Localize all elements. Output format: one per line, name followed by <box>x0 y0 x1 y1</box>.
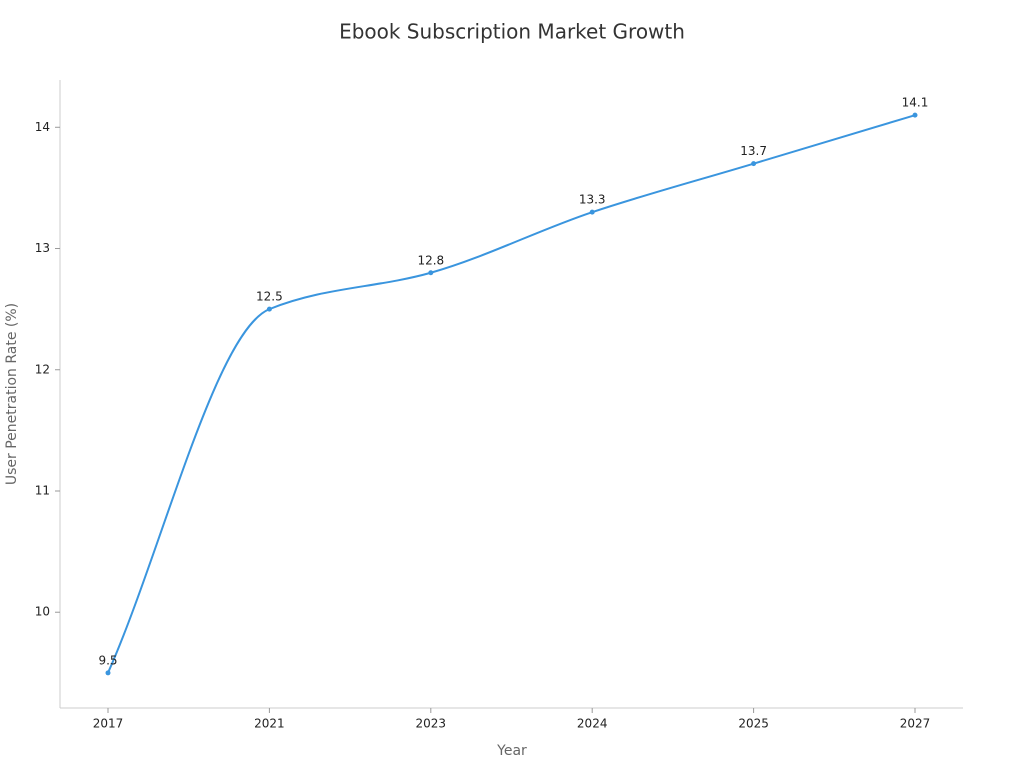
value-label: 14.1 <box>902 96 929 110</box>
x-tick-label: 2023 <box>416 717 447 731</box>
x-tick-label: 2024 <box>577 717 608 731</box>
value-label: 13.7 <box>740 144 767 158</box>
value-label: 12.8 <box>417 253 444 267</box>
value-label: 12.5 <box>256 290 283 304</box>
chart-title: Ebook Subscription Market Growth <box>339 20 685 44</box>
line <box>107 114 916 674</box>
point <box>428 270 434 276</box>
point <box>105 670 111 676</box>
y-tick-label: 11 <box>35 483 50 497</box>
value-label: 9.5 <box>98 653 117 667</box>
value-label: 13.3 <box>579 193 606 207</box>
point <box>589 209 595 215</box>
y-tick-label: 14 <box>35 120 50 134</box>
y-tick-label: 12 <box>35 362 50 376</box>
x-tick-label: 2021 <box>254 717 285 731</box>
x-tick-label: 2027 <box>900 717 931 731</box>
y-tick-label: 10 <box>35 605 50 619</box>
x-axis-title: Year <box>496 743 527 759</box>
y-tick-label: 13 <box>35 241 50 255</box>
point <box>751 161 757 167</box>
x-tick-label: 2017 <box>93 717 124 731</box>
y-axis-title: User Penetration Rate (%) <box>4 303 20 485</box>
x-tick-label: 2025 <box>738 717 769 731</box>
point <box>266 306 272 312</box>
point <box>912 112 918 118</box>
